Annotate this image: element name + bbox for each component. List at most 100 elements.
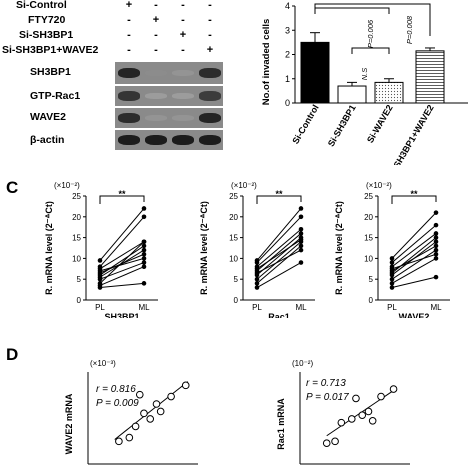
paired-line: [391, 212, 437, 259]
paired-point-ml: [141, 264, 147, 270]
paired-x-tick-label: PL: [95, 303, 105, 312]
scatter-point: [146, 415, 155, 423]
paired-point-pl: [97, 258, 103, 263]
significance-bracket: [391, 195, 437, 204]
paired-point-pl: [389, 281, 395, 286]
paired-point-ml: [433, 243, 439, 249]
blot-strip-sh3bp1: [115, 62, 223, 84]
paired-line: [256, 228, 302, 268]
paired-line: [99, 208, 145, 261]
condition-sign: -: [181, 44, 185, 56]
condition-sign: -: [127, 14, 131, 26]
paired-chart-sh3bp1: (×10⁻²) R. mRNA level (2⁻ᐞCt) 0 5 10 15 20 25…: [44, 181, 158, 318]
blot-band: [145, 93, 167, 99]
scatter-point: [181, 381, 190, 390]
panel-c-label: C: [6, 178, 19, 197]
paired-y-tick-label: 15: [229, 234, 238, 243]
paired-point-pl: [97, 264, 103, 270]
paired-x-tick-label: PL: [387, 303, 397, 312]
paired-line: [99, 266, 145, 286]
paired-point-ml: [298, 243, 304, 249]
bar-y-tick-label: 1: [285, 74, 290, 84]
trend-line: [114, 381, 189, 440]
paired-point-ml: [141, 260, 147, 265]
scatter-point: [368, 417, 377, 425]
scatter-plot-rac1: [299, 372, 410, 465]
paired-line: [391, 233, 437, 268]
paired-point-ml: [433, 247, 439, 253]
paired-y-tick-label: 25: [364, 192, 373, 201]
ylabel-rac1: R. mRNA level (2⁻ᐞCt): [199, 201, 209, 295]
bar-si-control: [300, 41, 330, 104]
scatter-point: [337, 418, 346, 427]
condition-label-fty720: FTY720: [28, 14, 66, 26]
paired-y-tick-label: 0: [77, 296, 82, 305]
significance-bracket: [314, 3, 431, 8]
scatter-point: [322, 439, 331, 447]
paired-point-pl: [254, 285, 260, 290]
paired-point-pl: [254, 276, 260, 282]
paired-line: [391, 276, 437, 289]
paired-point-ml: [141, 251, 147, 257]
significance-label: **: [118, 189, 126, 199]
ylabel-wave2: R. mRNA level (2⁻ᐞCt): [334, 201, 344, 295]
bar-si-sh3bp1-wave2: [415, 50, 445, 104]
paired-point-ml: [298, 206, 304, 211]
paired-line: [99, 216, 145, 268]
paired-point-ml: [433, 239, 439, 245]
bar-y-tick-label: 4: [285, 1, 290, 11]
paired-point-ml: [298, 226, 304, 232]
paired-point-ml: [298, 237, 304, 242]
paired-point-pl: [254, 258, 260, 263]
condition-sign: -: [208, 14, 212, 26]
paired-point-ml: [141, 239, 147, 245]
blot-band: [145, 134, 167, 146]
paired-line: [391, 257, 437, 284]
significance-label: **: [410, 189, 418, 199]
significance-label: P=0.006: [366, 19, 375, 48]
paired-point-ml: [141, 206, 147, 211]
paired-point-pl: [254, 270, 260, 276]
condition-sign: -: [208, 29, 212, 41]
ylabel-sh3bp1: R. mRNA level (2⁻ᐞCt): [44, 201, 54, 295]
scatter-point: [352, 394, 360, 403]
condition-label-si-sh3bp1: Si-SH3BP1: [19, 29, 74, 41]
blot-strip-gtp-rac1: [115, 86, 223, 106]
paired-point-pl: [389, 285, 395, 290]
paired-y-tick-label: 20: [229, 213, 238, 222]
paired-point-pl: [254, 264, 260, 270]
scale-label-wave2: (×10⁻²): [366, 181, 392, 190]
paired-y-tick-label: 15: [364, 234, 373, 243]
bar-chart-ylabel: No.of invaded cells: [261, 19, 272, 106]
bar-category-label: Si-WAVE2: [365, 103, 395, 145]
paired-line: [391, 253, 437, 270]
blot-strip-beta-actin: [115, 130, 223, 150]
paired-y-tick-label: 10: [364, 254, 373, 263]
paired-chart-rac1: (×10⁻²) R. mRNA level (2⁻ᐞCt) 0 5 10 15 20 25…: [199, 181, 315, 318]
blot-band: [172, 69, 194, 77]
scatter-point: [115, 437, 123, 446]
condition-sign: +: [152, 14, 160, 26]
paired-x-axis-title: SH3BP1: [104, 312, 139, 318]
stat-r-wave2: r = 0.816: [96, 384, 136, 395]
blot-band: [199, 112, 221, 124]
scatter-point: [377, 392, 385, 401]
blot-row-label-beta-actin: β-actin: [30, 134, 65, 146]
paired-point-pl: [389, 266, 395, 272]
paired-point-ml: [298, 231, 304, 236]
significance-bracket: [99, 195, 145, 204]
paired-line: [99, 282, 145, 289]
paired-point-ml: [433, 256, 439, 261]
bar-chart-plot: 0 1 2 3 4 Si-Control Si-SH3BP1 Si-WAVE2Si-SH3BP…: [285, 1, 468, 165]
scatter-point: [331, 437, 339, 446]
blot-band: [118, 67, 140, 79]
paired-y-tick-label: 5: [234, 275, 239, 284]
stat-p-rac1: P = 0.017: [306, 392, 349, 403]
paired-line: [99, 241, 145, 270]
paired-point-ml: [141, 243, 147, 249]
paired-x-tick-label: ML: [430, 303, 442, 312]
paired-point-ml: [141, 281, 147, 286]
blot-band: [199, 91, 221, 101]
paired-line: [99, 262, 145, 280]
